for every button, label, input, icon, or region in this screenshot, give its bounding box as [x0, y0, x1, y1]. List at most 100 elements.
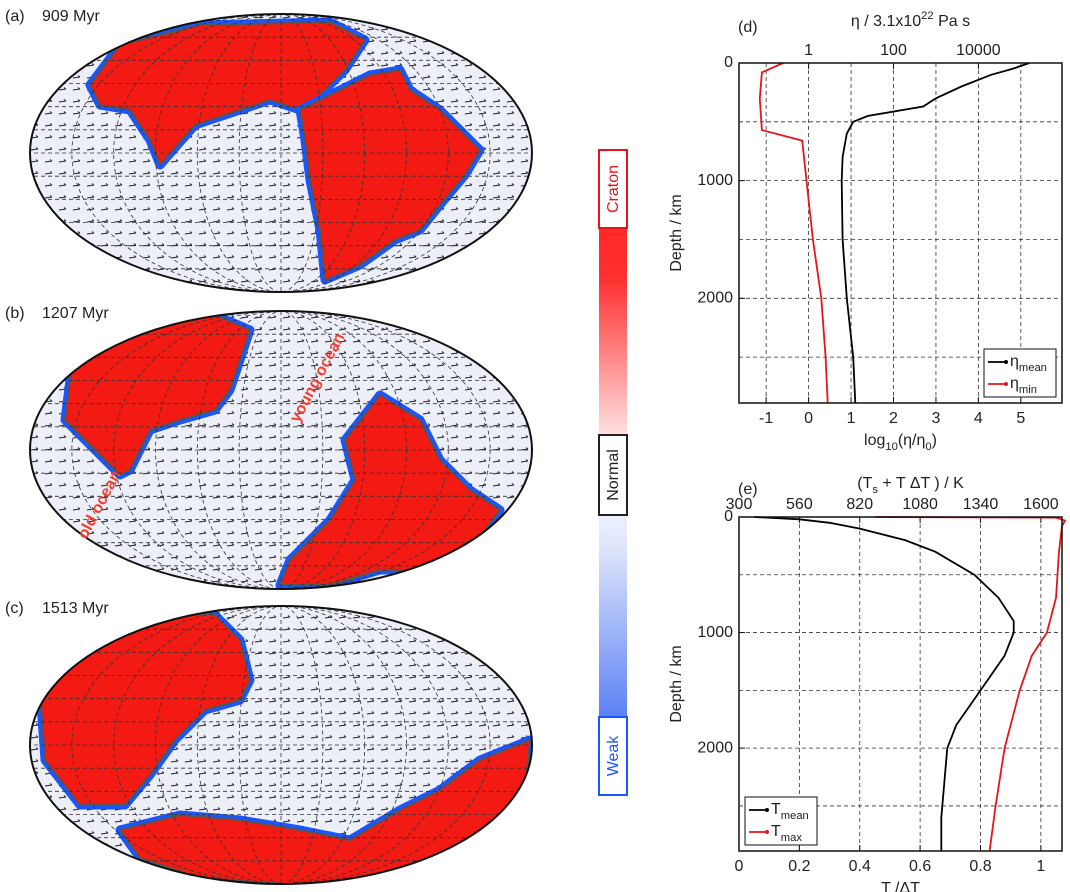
y-axis-label: Depth / km: [668, 194, 685, 271]
colorbar-label: Craton: [605, 165, 622, 213]
charts: (d) η / 3.1x1022 Pa s-1 0 1 2 3 4 51 100 10000010…: [668, 10, 1067, 892]
y-tick-label: 2000: [697, 290, 733, 307]
map-time: 909 Myr: [42, 8, 100, 25]
chart-title: (Ts + T ΔT ) / K: [857, 475, 964, 496]
text-part: Pa s: [934, 13, 970, 30]
text-part: min: [1019, 384, 1037, 396]
colorbar: Craton Normal Weak: [598, 149, 628, 796]
x-tick-label: 0.8: [969, 858, 991, 875]
x-tick-label: 5: [1016, 410, 1025, 427]
text-part: max: [781, 832, 803, 844]
map-outline: [29, 605, 533, 885]
x2-tick-label: 820: [846, 496, 873, 513]
text-part: T /ΔT: [881, 880, 920, 892]
text-part: 22: [921, 10, 933, 22]
x2-tick-label: 100: [880, 42, 907, 59]
text-part: η: [1010, 353, 1019, 370]
y-tick-label: 0: [724, 54, 733, 71]
legend-swatch: [765, 808, 769, 812]
x2-tick-label: 1340: [963, 496, 999, 513]
craton: [119, 739, 531, 884]
chart-title: η / 3.1x1022 Pa s: [851, 10, 970, 30]
text-part: (T: [857, 475, 872, 492]
craton: [299, 69, 481, 281]
map: [30, 14, 532, 292]
colorbar-label: Normal: [605, 449, 622, 501]
text-part: s: [872, 484, 878, 496]
series-line: [874, 516, 1067, 852]
x-tick-label: 0.2: [788, 858, 810, 875]
panel-label: (a): [5, 8, 25, 25]
map: [30, 311, 532, 589]
line-chart: (e) (Ts + T ΔT ) / K 0 0.2 0.4 0.6 0.8 1 300 560 8…: [668, 475, 1067, 892]
legend-label: Tmean: [771, 801, 809, 822]
x-tick-label: -1: [759, 410, 773, 427]
map-outline: [29, 310, 533, 590]
text-part: η: [1010, 375, 1019, 392]
legend-label: Tmax: [771, 823, 802, 844]
text-part: T: [771, 801, 781, 818]
map-time: 1513 Myr: [42, 600, 109, 617]
colorbar-box: [598, 716, 628, 796]
plot-frame: [738, 62, 1063, 404]
panel-label: (c): [5, 600, 24, 617]
x-axis-label: T /ΔT: [881, 880, 920, 892]
x-axis-label: log10(η/η0): [864, 432, 937, 453]
craton: [279, 394, 501, 586]
x2-tick-label: 1080: [902, 496, 938, 513]
text-part: mean: [1019, 362, 1047, 374]
x-tick-label: 0.4: [849, 858, 871, 875]
x-tick-label: 2: [889, 410, 898, 427]
x-tick-label: 1: [847, 410, 856, 427]
x-tick-label: 1: [1036, 858, 1045, 875]
map-time: 1207 Myr: [42, 305, 109, 322]
panel-label: (b): [5, 305, 25, 322]
legend-label: ηmean: [1010, 353, 1047, 374]
text-part: η / 3.1x10: [851, 13, 921, 30]
series-line: [758, 62, 829, 404]
panel-label: (d): [738, 19, 758, 36]
text-part: ): [932, 432, 937, 449]
legend-box: [744, 796, 818, 846]
y-tick-label: 1000: [697, 624, 733, 641]
legend-swatch: [765, 830, 769, 834]
y-tick-label: 2000: [697, 739, 733, 756]
legend-swatch: [1004, 360, 1008, 364]
y-tick-label: 1000: [697, 172, 733, 189]
text-part: 10: [885, 441, 897, 453]
x2-tick-label: 560: [786, 496, 813, 513]
series-line: [840, 62, 1030, 404]
panel-label: (e): [738, 481, 758, 498]
x-tick-label: 3: [931, 410, 940, 427]
x-tick-label: 4: [974, 410, 983, 427]
text-part: (η/η: [898, 432, 926, 449]
colorbar-box: [598, 149, 628, 229]
text-part: + T ΔT ) / K: [878, 475, 964, 492]
y-tick-label: 0: [724, 508, 733, 525]
plot-frame: [738, 516, 1063, 852]
line-chart: (d) η / 3.1x1022 Pa s-1 0 1 2 3 4 51 100 10000010…: [668, 10, 1063, 453]
text-part: mean: [781, 810, 809, 822]
text-part: 0: [925, 441, 931, 453]
legend-swatch: [1004, 382, 1008, 386]
x2-tick-label: 10000: [956, 42, 1001, 59]
x2-tick-label: 1600: [1023, 496, 1059, 513]
x2-tick-label: 300: [726, 496, 753, 513]
legend-box: [983, 348, 1057, 398]
legend-label: ηmin: [1010, 375, 1037, 396]
colorbar-label: Weak: [605, 735, 622, 777]
x-tick-label: 0.6: [909, 858, 931, 875]
map-outline: [29, 13, 533, 293]
map: [30, 606, 532, 884]
x-tick-label: 0: [735, 858, 744, 875]
colorbar-box: [598, 434, 628, 516]
text-part: T: [771, 823, 781, 840]
x-tick-label: 0: [804, 410, 813, 427]
y-axis-label: Depth / km: [668, 645, 685, 722]
x2-tick-label: 1: [804, 42, 813, 59]
craton: [64, 314, 251, 476]
